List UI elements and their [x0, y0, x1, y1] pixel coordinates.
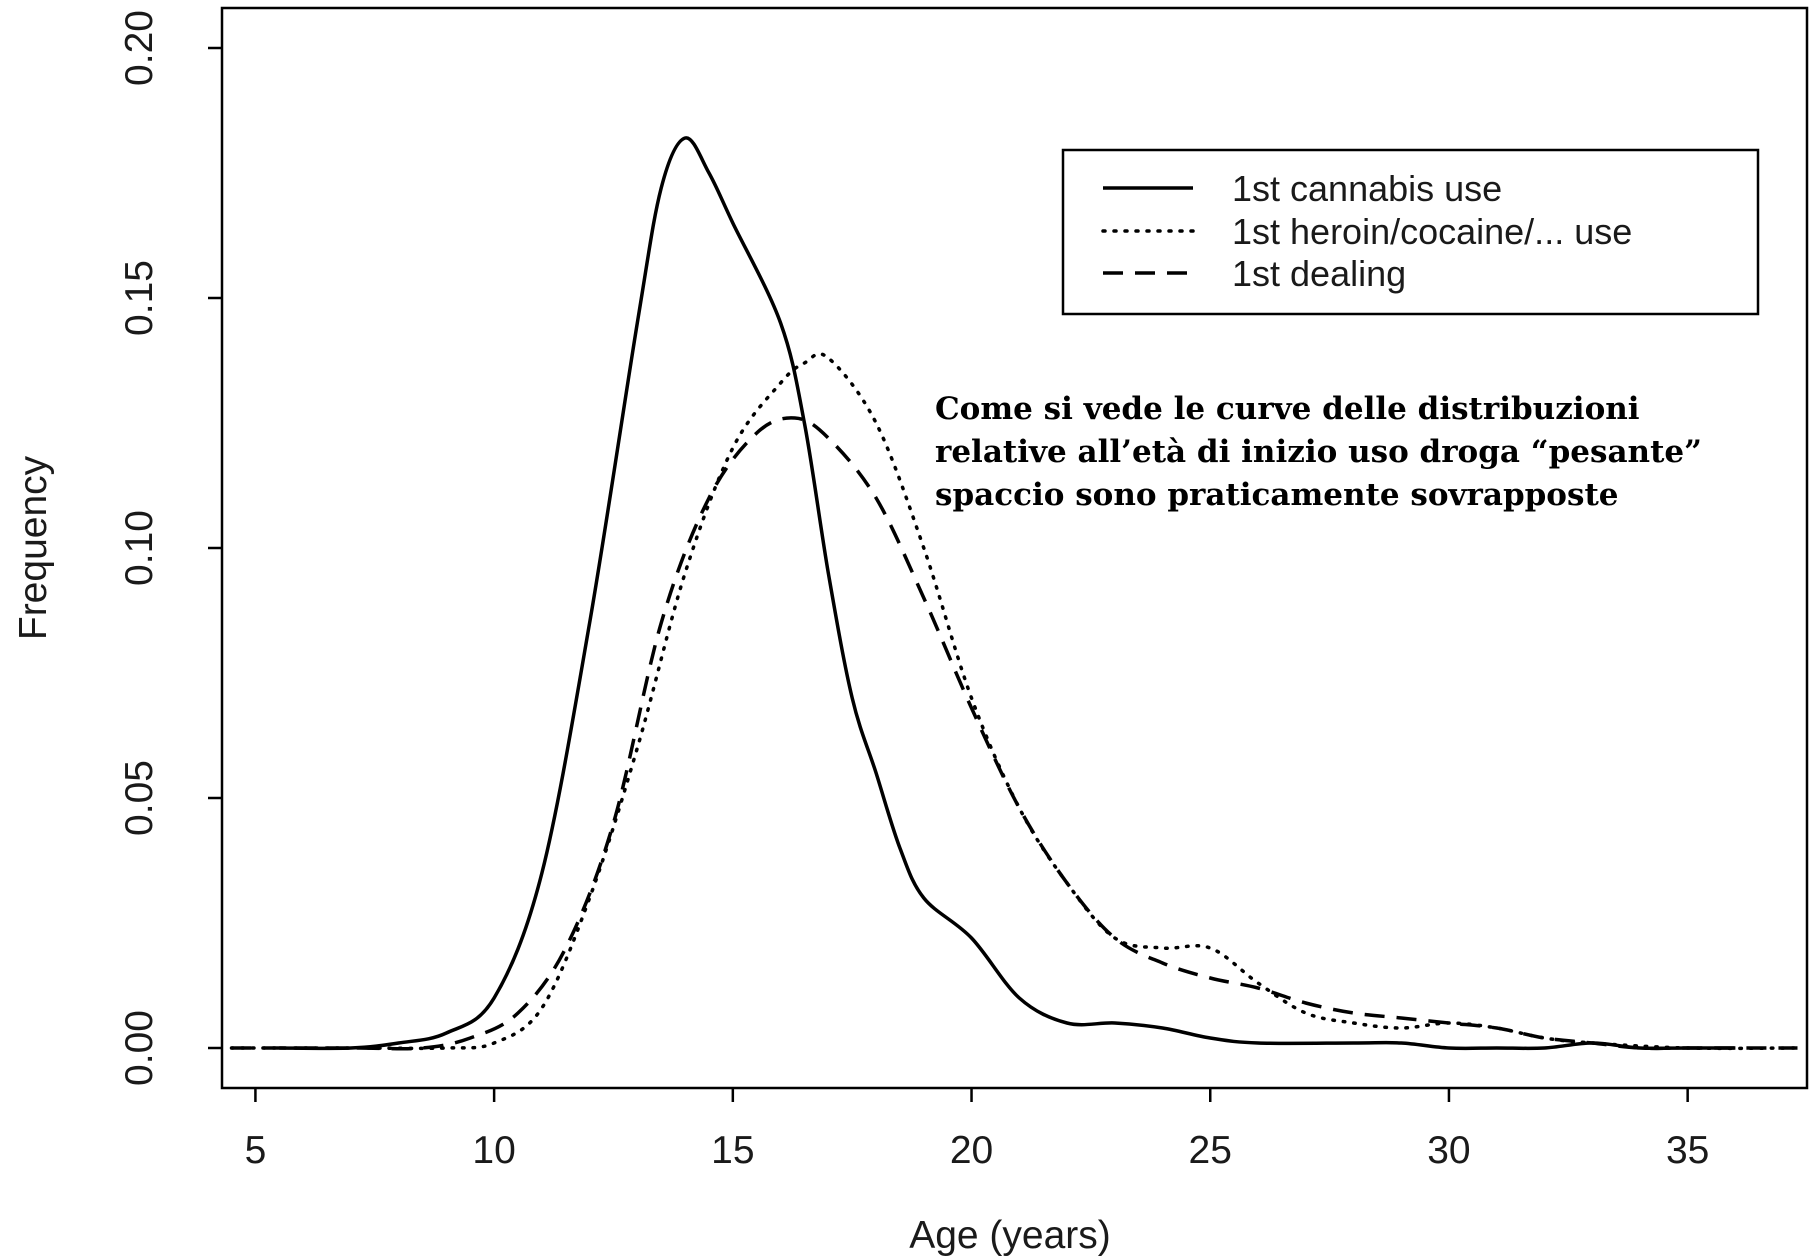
x-tick-label: 10 — [472, 1129, 515, 1172]
annotation-line-1: Come si vede le curve delle distribuzion… — [935, 391, 1640, 427]
legend-label-heroin: 1st heroin/cocaine/... use — [1232, 211, 1632, 252]
x-axis-title: Age (years) — [909, 1214, 1111, 1257]
y-tick-label: 0.00 — [118, 1010, 161, 1086]
annotation: Come si vede le curve delle distribuzion… — [935, 391, 1702, 513]
x-tick-label: 30 — [1427, 1129, 1470, 1172]
y-tick-label: 0.15 — [118, 260, 161, 336]
x-tick-label: 15 — [711, 1129, 754, 1172]
y-axis: 0.00 0.05 0.10 0.15 0.20 — [118, 10, 222, 1086]
series-line-dealing — [231, 416, 1798, 1051]
x-axis: 5 10 15 20 25 30 35 — [245, 1088, 1709, 1172]
series-layer — [229, 136, 1800, 1051]
x-tick-label: 35 — [1666, 1129, 1709, 1172]
y-axis-title: Frequency — [12, 455, 55, 640]
y-tick-label: 0.10 — [118, 510, 161, 586]
series-line-cannabis — [279, 136, 1736, 1051]
legend-label-cannabis: 1st cannabis use — [1232, 168, 1502, 209]
y-tick-label: 0.05 — [118, 760, 161, 836]
y-tick-label: 0.20 — [118, 10, 161, 86]
x-tick-label: 25 — [1189, 1129, 1232, 1172]
x-tick-label: 5 — [245, 1129, 267, 1172]
annotation-line-3: spaccio sono praticamente sovrapposte — [935, 477, 1618, 513]
legend: 1st cannabis use 1st heroin/cocaine/... … — [1061, 148, 1760, 316]
x-tick-label: 20 — [950, 1129, 993, 1172]
annotation-line-2: relative all’età di inizio uso droga “pe… — [935, 434, 1702, 470]
legend-label-dealing: 1st dealing — [1232, 253, 1406, 294]
